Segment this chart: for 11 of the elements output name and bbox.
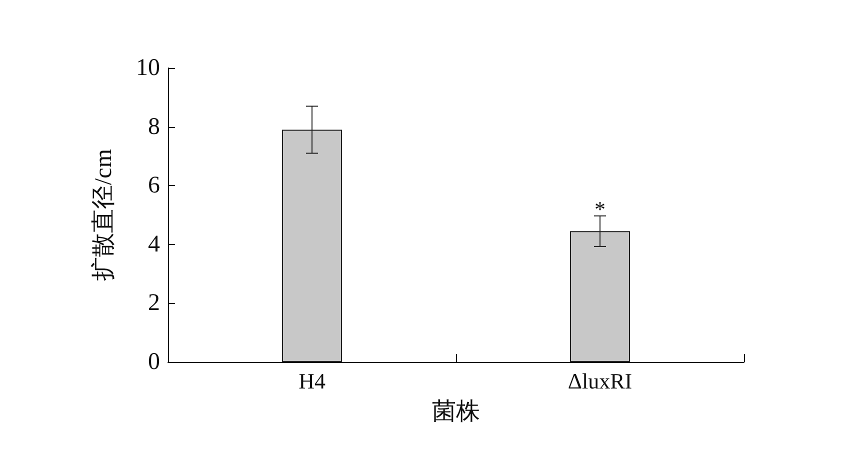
x-tick-label: ΔluxRI [568,368,632,394]
y-tick-label: 6 [148,172,160,199]
annotation: * [594,196,606,222]
y-tick-label: 2 [148,290,160,316]
y-axis-title: 扩散直径/cm [90,148,117,281]
y-tick-label: 8 [148,114,160,140]
y-tick-label: 4 [148,231,160,258]
x-tick-label: H4 [298,368,326,394]
y-tick-label: 10 [136,55,160,81]
x-axis-title: 菌株 [432,399,480,425]
y-tick-label: 0 [148,349,160,375]
